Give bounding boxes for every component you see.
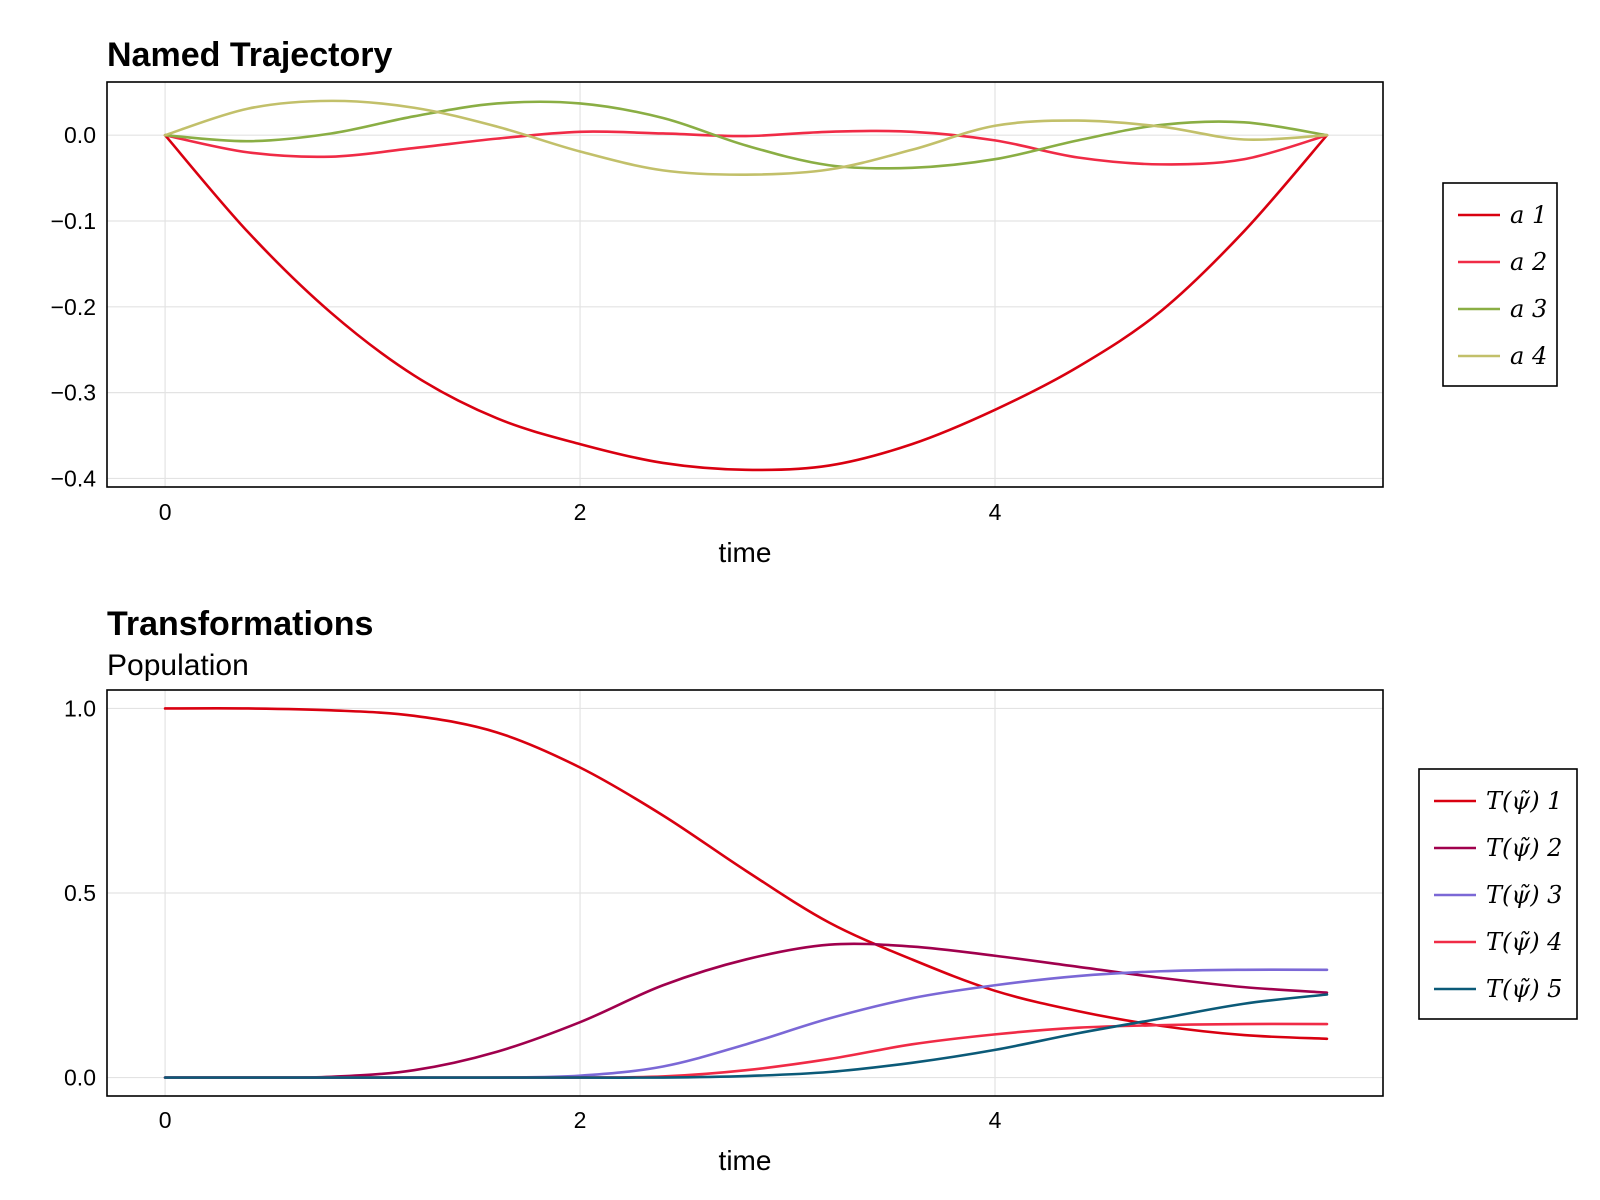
legend: T(ψ̃) 1 T(ψ̃) 2 T(ψ̃) 3 T(ψ̃) 4 T(ψ̃) 5 [1418,768,1578,1020]
x-tick-labels: 0 2 4 [159,499,1002,525]
x-axis-label: time [719,1145,772,1176]
panel-named-trajectory: Named Trajectory 0.0 −0.1 −0.2 −0.3 −0.4 0 2 4… [51,36,1558,568]
legend-label: a 1 [1510,201,1547,229]
y-tick-label: 0.0 [64,1065,96,1091]
series-line-2 [163,942,1329,1079]
series-line-1 [163,133,1329,472]
legend-label: a 4 [1510,342,1547,370]
x-tick-label: 4 [989,499,1002,525]
legend-label: T(ψ̃) 5 [1486,975,1562,1003]
panel-transformations: Transformations Population 1.0 0.5 0.0 0 2 4… [64,605,1578,1176]
series-line-4 [163,99,1329,176]
series-line-3 [163,100,1329,170]
y-tick-labels: 1.0 0.5 0.0 [64,695,96,1090]
x-tick-label: 2 [574,1107,587,1133]
series-line-4 [163,1022,1329,1079]
legend-label: T(ψ̃) 4 [1486,928,1562,956]
y-tick-label: 0.0 [64,122,96,148]
series-lines [163,99,1329,472]
legend-label: T(ψ̃) 2 [1486,834,1562,862]
chart-title: Named Trajectory [107,36,392,74]
series-line-5 [163,993,1329,1079]
series-line-2 [163,129,1329,166]
legend-label: T(ψ̃) 1 [1486,787,1562,815]
gridlines [107,690,1383,1096]
y-tick-labels: 0.0 −0.1 −0.2 −0.3 −0.4 [51,122,97,491]
chart-subtitle: Population [107,649,249,682]
y-tick-label: 1.0 [64,695,96,721]
x-axis-label: time [719,537,772,568]
y-tick-label: −0.4 [51,465,97,491]
y-tick-label: −0.3 [51,380,96,406]
legend-label: a 3 [1510,295,1547,323]
legend-label: a 2 [1510,248,1547,276]
x-tick-label: 2 [574,499,587,525]
legend-label: T(ψ̃) 3 [1486,881,1562,909]
plot-frame [106,689,1384,1097]
chart-title: Transformations [107,605,373,643]
x-tick-label: 4 [989,1107,1002,1133]
series-line-1 [163,707,1329,1041]
legend-frame [1442,182,1558,387]
y-tick-label: −0.1 [51,208,96,234]
y-tick-label: 0.5 [64,880,96,906]
plot-frame [106,81,1384,488]
legend: a 1 a 2 a 3 a 4 [1442,182,1558,387]
x-tick-label: 0 [159,1107,172,1133]
series-lines [163,707,1329,1079]
y-tick-label: −0.2 [51,294,96,320]
x-tick-labels: 0 2 4 [159,1107,1002,1133]
x-tick-label: 0 [159,499,172,525]
